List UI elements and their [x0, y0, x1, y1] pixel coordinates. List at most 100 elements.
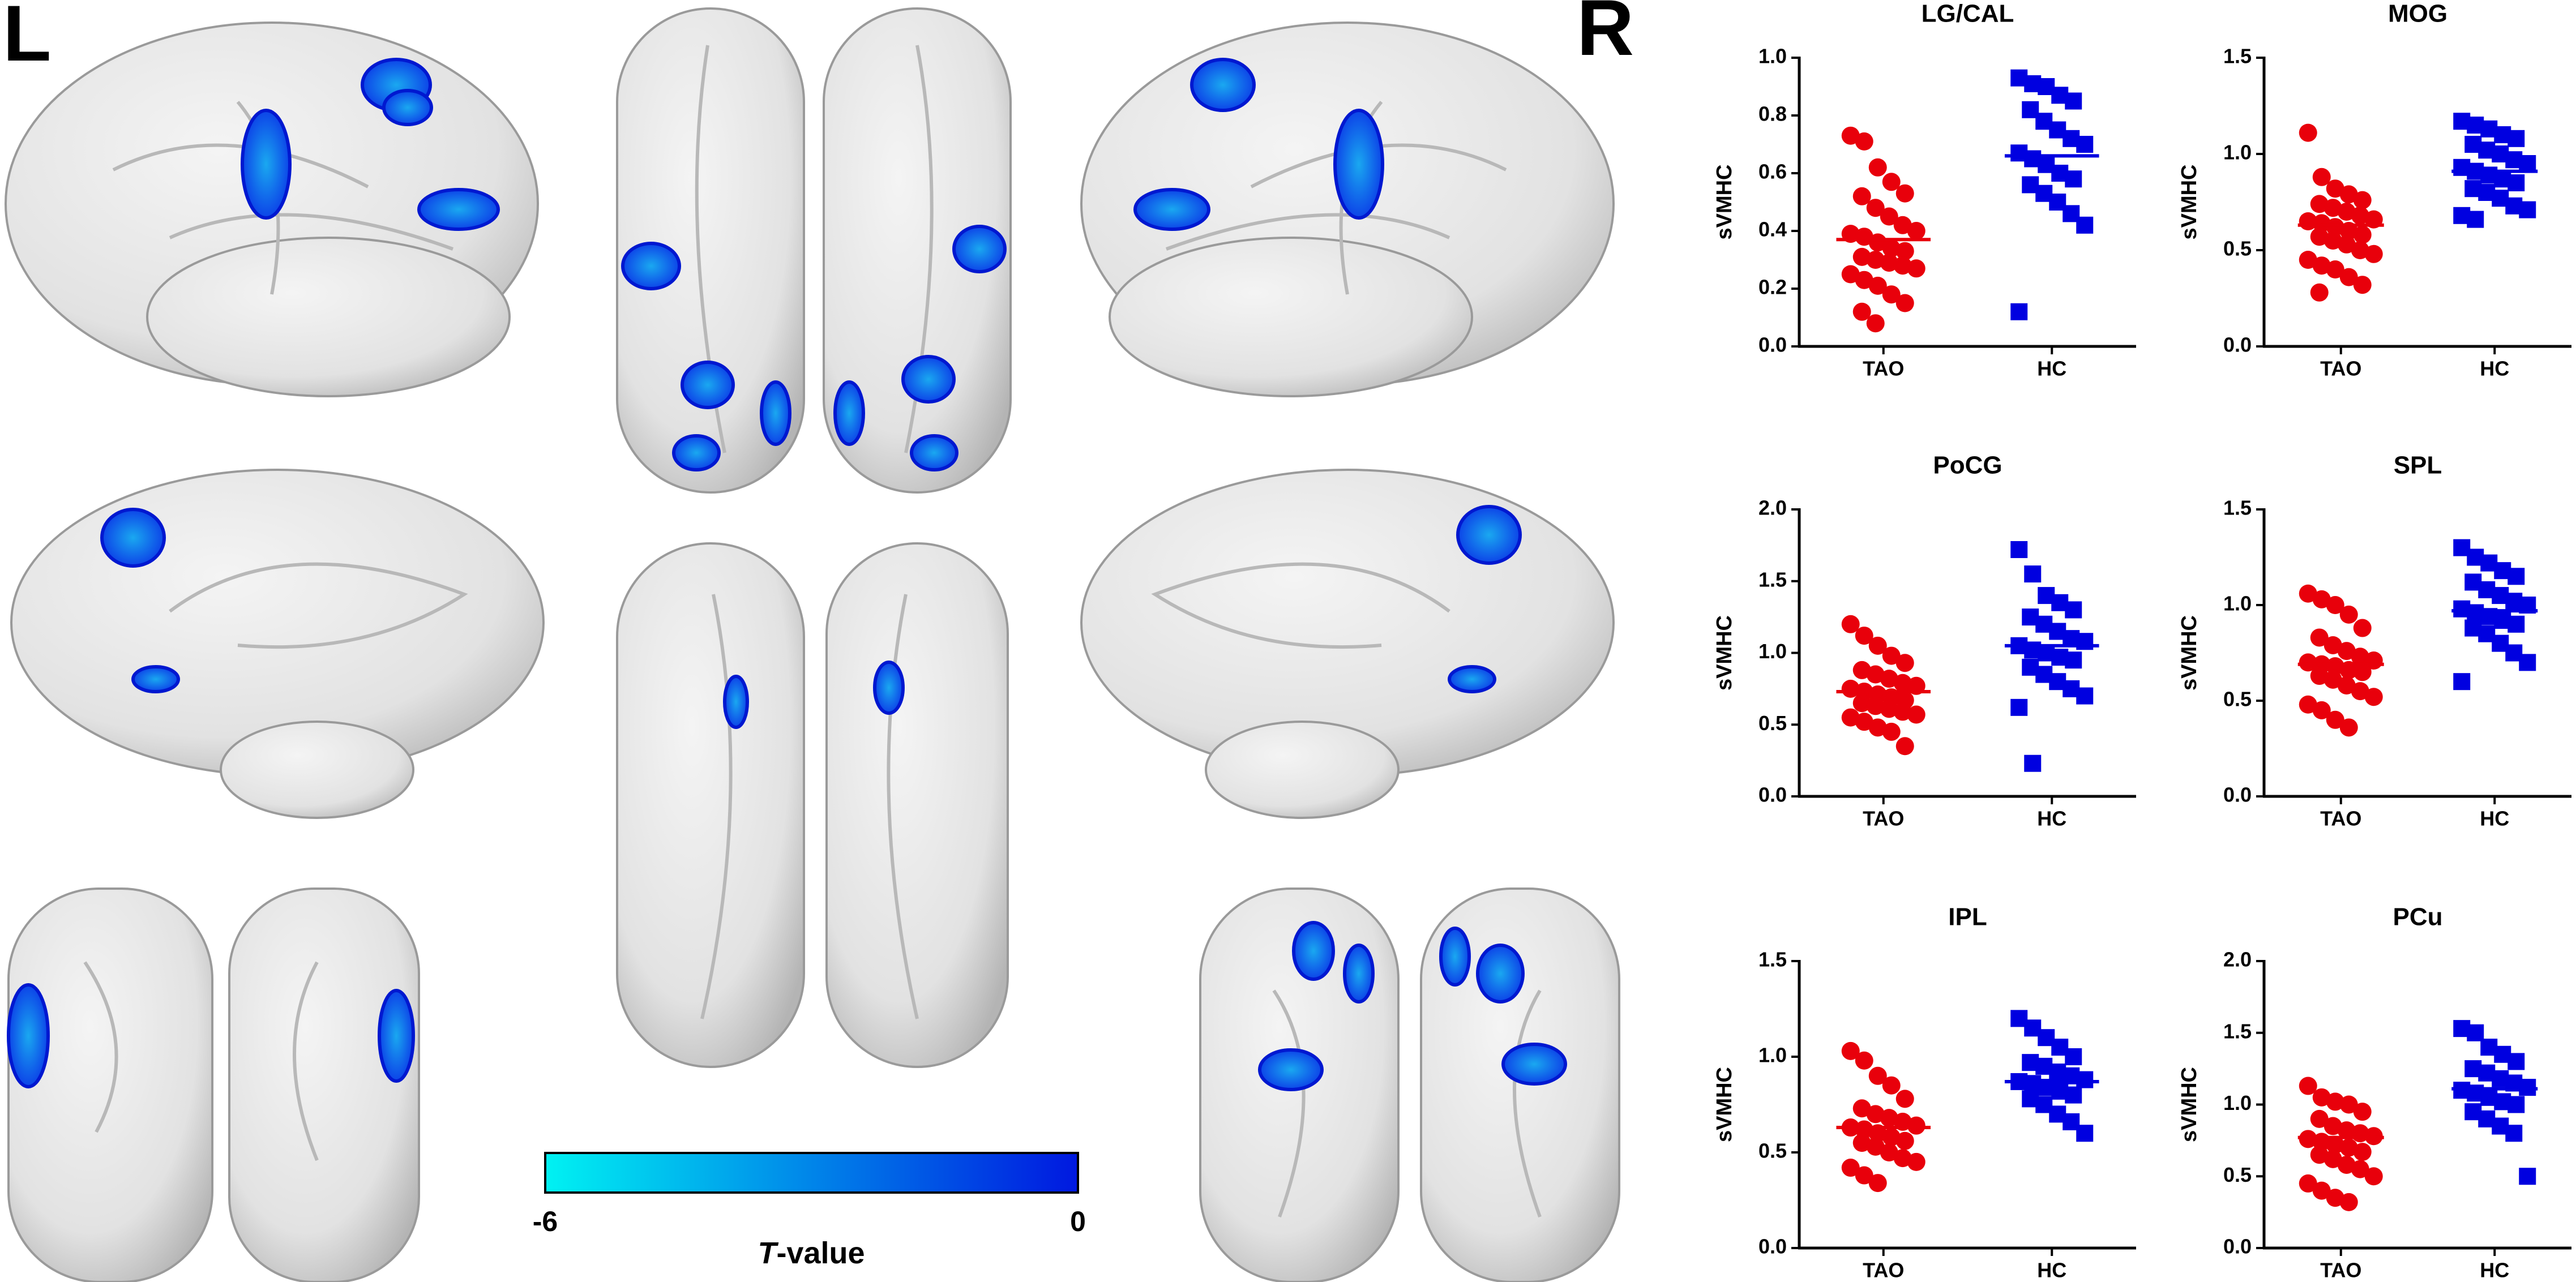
data-point [2353, 276, 2372, 294]
chart-title: SPL [2394, 452, 2442, 479]
data-point [2353, 1143, 2372, 1161]
data-point [1866, 251, 1885, 269]
data-point [2364, 688, 2383, 706]
data-point [2353, 1103, 2372, 1121]
data-point [1841, 708, 1860, 727]
data-point [1880, 700, 1898, 718]
data-point [2310, 283, 2329, 302]
data-point [1893, 1149, 1912, 1168]
data-point [2364, 1167, 2383, 1186]
chart-title: PCu [2393, 903, 2443, 931]
data-point [2076, 1125, 2094, 1142]
data-point [2312, 168, 2331, 186]
data-point [2353, 619, 2372, 637]
data-point [2507, 174, 2525, 191]
colorbar-title-part: -value [776, 1236, 865, 1270]
data-point [2507, 568, 2525, 585]
data-point [2065, 601, 2082, 619]
data-point [2467, 211, 2484, 228]
x-tick-label: HC [2480, 1259, 2509, 1282]
data-point [2507, 1053, 2525, 1070]
data-point [1882, 1127, 1901, 1146]
data-point [2505, 1125, 2523, 1142]
data-point [1880, 254, 1898, 272]
colorbar-tick-label: 0 [1070, 1206, 1086, 1237]
data-point [1866, 314, 1885, 333]
data-point [1868, 276, 1887, 295]
data-point [2507, 1096, 2525, 1113]
data-point [2312, 701, 2331, 719]
data-point [2507, 615, 2525, 633]
data-point [2299, 251, 2317, 269]
data-point [1895, 184, 1914, 203]
y-tick-label: 2.0 [2223, 948, 2252, 971]
brain-left-lateral [5, 22, 539, 397]
data-point [2024, 754, 2042, 772]
x-tick-label: TAO [1863, 1259, 1904, 1282]
data-point [1880, 1143, 1898, 1161]
data-point [2326, 179, 2344, 198]
data-point [1852, 187, 1871, 205]
y-axis-label: sVMHC [2177, 615, 2201, 691]
data-point [2364, 245, 2383, 263]
brain-ventral [616, 542, 1009, 1068]
data-point [2065, 92, 2082, 110]
data-point [1841, 265, 1860, 284]
data-point [1855, 1120, 1873, 1139]
data-point [1882, 173, 1901, 191]
y-axis-label: sVMHC [2177, 1067, 2201, 1142]
data-point [1907, 705, 1925, 724]
data-point [2310, 628, 2329, 647]
data-point [2310, 1146, 2329, 1164]
data-point [2065, 1086, 2082, 1104]
data-point [2467, 1024, 2484, 1041]
y-tick-label: 0.5 [1758, 1139, 1787, 1163]
y-tick-label: 1.5 [1758, 568, 1787, 591]
strip-plot: PCu sVMHC 0.0 0.5 1.0 1.5 2.0 TAO HC [2177, 903, 2571, 1282]
x-tick-label: TAO [1863, 807, 1904, 830]
y-tick-label: 1.0 [2223, 592, 2252, 615]
data-point [2312, 590, 2331, 608]
y-tick-label: 0.5 [1758, 711, 1787, 735]
data-point [2351, 206, 2369, 225]
y-tick-label: 1.0 [1758, 45, 1787, 68]
y-tick-label: 0.4 [1758, 218, 1787, 241]
data-point [1841, 615, 1860, 633]
y-tick-label: 1.0 [1758, 1044, 1787, 1067]
data-point [2353, 225, 2372, 244]
data-point [2076, 1071, 2094, 1088]
data-point [2299, 1077, 2317, 1095]
colorbar-title: T-value [758, 1236, 865, 1270]
y-axis-label: sVMHC [2177, 164, 2201, 239]
data-point [2299, 653, 2317, 672]
y-tick-label: 0.2 [1758, 276, 1787, 299]
data-point [2076, 687, 2094, 705]
data-point [2310, 228, 2329, 246]
data-point [1855, 271, 1873, 289]
data-point [2326, 710, 2344, 729]
data-point [2010, 698, 2028, 716]
chart-title: MOG [2388, 0, 2447, 28]
chart-title: IPL [1948, 903, 1987, 931]
data-point [1882, 285, 1901, 304]
data-point [2337, 1155, 2356, 1174]
data-point [2076, 136, 2094, 153]
data-point [2326, 1092, 2344, 1111]
data-point [1868, 1174, 1887, 1193]
data-point [1868, 718, 1887, 737]
hemisphere-label: R [1577, 0, 1634, 72]
data-point [1880, 1109, 1898, 1127]
data-point [1866, 199, 1885, 217]
data-point [2010, 541, 2028, 558]
y-axis-label: sVMHC [1713, 164, 1736, 239]
y-tick-label: 2.0 [1758, 496, 1787, 520]
brain-left-medial [10, 469, 545, 819]
x-tick-label: TAO [2320, 1259, 2361, 1282]
data-point [1868, 1066, 1887, 1085]
data-point [2323, 1150, 2342, 1168]
data-point [2519, 1168, 2536, 1185]
data-point [1882, 722, 1901, 741]
strip-plot: MOG sVMHC 0.0 0.5 1.0 1.5 TAO HC [2177, 0, 2571, 380]
data-point [1852, 661, 1871, 679]
